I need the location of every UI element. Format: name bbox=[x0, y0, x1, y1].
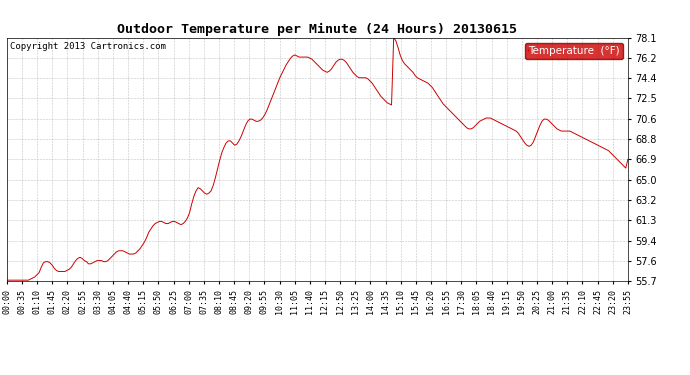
Title: Outdoor Temperature per Minute (24 Hours) 20130615: Outdoor Temperature per Minute (24 Hours… bbox=[117, 23, 518, 36]
Text: Copyright 2013 Cartronics.com: Copyright 2013 Cartronics.com bbox=[10, 42, 166, 51]
Legend: Temperature  (°F): Temperature (°F) bbox=[525, 43, 622, 59]
